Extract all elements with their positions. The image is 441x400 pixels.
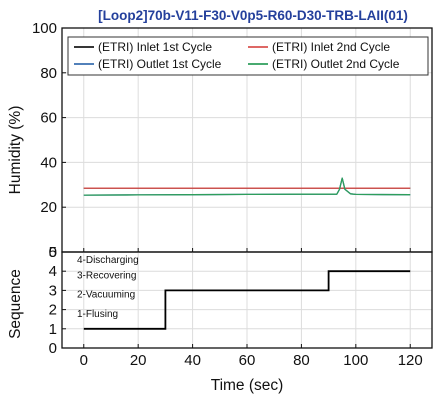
humidity-tick-label-0: 0	[49, 244, 57, 261]
sequence-plot-area: 4-Discharging 3-Recovering 2-Vacuuming 1-Fl…	[49, 244, 433, 369]
phase-label-4: 1-Flusing	[77, 309, 118, 320]
sequence-tick-label-3: 3	[49, 282, 57, 299]
humidity-axis-label: Humidity (%)	[7, 106, 24, 195]
sequence-tick-label-5: 5	[49, 244, 57, 261]
humidity-tick-label-1: 20	[40, 199, 57, 216]
sequence-tick-label-1: 1	[49, 321, 57, 338]
humidity-tick-label-3: 60	[40, 110, 57, 127]
time-tick-label-2: 40	[184, 352, 201, 369]
time-tick-label-3: 60	[239, 352, 256, 369]
humidity-tick-label-4: 80	[40, 65, 57, 82]
phase-label-3: 2-Vacuuming	[77, 290, 135, 301]
legend-entry-3: (ETRI) Outlet 1st Cycle	[98, 57, 222, 71]
time-tick-label-0: 0	[80, 352, 88, 369]
humidity-tick-label-2: 40	[40, 154, 57, 171]
time-tick-label-6: 120	[398, 352, 423, 369]
legend-box	[67, 36, 429, 76]
chart-title: [Loop2]70b-V11-F30-V0p5-R60-D30-TRB-LAII…	[98, 8, 408, 23]
sequence-axis-label: Sequence	[7, 269, 24, 339]
sequence-tick-label-0: 0	[49, 340, 57, 357]
sequence-tick-label-4: 4	[49, 263, 57, 280]
legend-entry-1: (ETRI) Inlet 1st Cycle	[98, 40, 212, 54]
legend-entry-2: (ETRI) Inlet 2nd Cycle	[272, 40, 390, 54]
time-axis-label: Time (sec)	[211, 377, 284, 394]
phase-label-1: 4-Discharging	[77, 255, 139, 266]
sequence-plot-frame	[61, 251, 433, 349]
sequence-step-line	[83, 270, 411, 330]
time-tick-label-5: 100	[343, 352, 368, 369]
time-tick-label-4: 80	[293, 352, 310, 369]
humidity-tick-label-5: 100	[32, 20, 57, 37]
sequence-tick-label-2: 2	[49, 302, 57, 319]
time-tick-label-1: 20	[130, 352, 147, 369]
phase-label-2: 3-Recovering	[77, 271, 136, 282]
humidity-plot-area: 0 20 40 60 80 100 (ETRI) Inlet 1st Cycle (ETRI)…	[32, 20, 433, 261]
humidity-series-line-4	[83, 177, 411, 196]
legend-entry-4: (ETRI) Outlet 2nd Cycle	[272, 57, 400, 71]
